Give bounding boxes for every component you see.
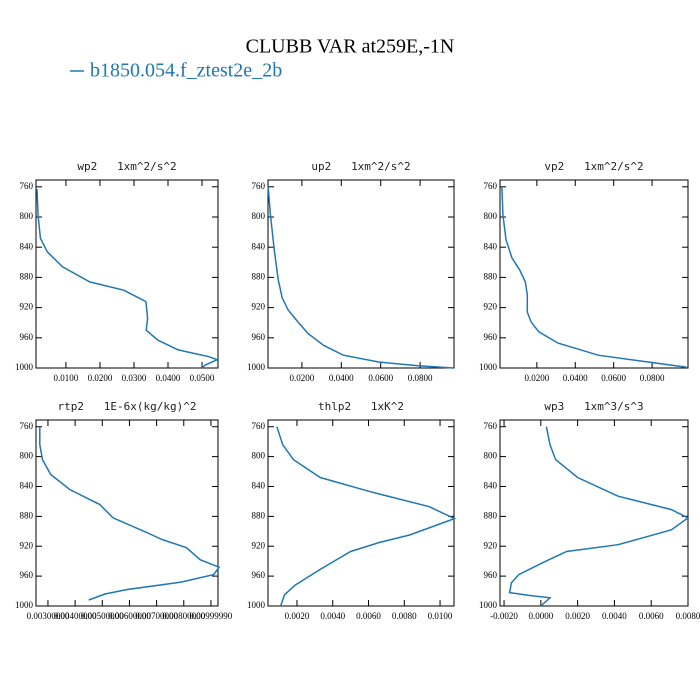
y-tick-label: 760 [484,421,498,431]
subplot-title: thlp2 1xK^2 [318,400,404,413]
profile-line [508,426,690,607]
x-tick-label: 0.0020 [565,611,590,621]
x-tick-label: 0.0080 [676,611,700,621]
subplot-title: up2 1xm^2/s^2 [311,160,410,173]
y-tick-label: 840 [20,241,34,251]
x-tick-label: 0.0400 [563,373,588,383]
y-tick-label: 800 [252,451,266,461]
plot-frame [267,179,455,369]
y-tick-label: 800 [20,451,34,461]
y-tick-label: 920 [20,302,34,312]
y-tick-label: 840 [20,481,34,491]
y-tick-label: 880 [252,510,266,520]
y-tick-label: 840 [484,481,498,491]
x-tick-label: 0.00400000 [54,611,97,621]
y-tick-label: 800 [20,211,34,221]
x-tick-label: 0.0200 [88,373,113,383]
y-tick-label: 880 [484,271,498,281]
y-tick-label: 880 [20,271,34,281]
x-tick-label: 0.0800 [640,373,665,383]
profile-line [267,186,454,369]
x-tick-label: 0.0080 [392,611,417,621]
y-tick-label: 800 [484,211,498,221]
profile-line [36,189,220,369]
y-tick-label: 920 [484,540,498,550]
profile-line [39,426,221,601]
y-tick-label: 920 [252,302,266,312]
y-tick-label: 840 [252,481,266,491]
y-tick-label: 920 [484,302,498,312]
y-tick-label: 1000 [479,600,498,610]
x-tick-label: 0.00300000 [27,611,70,621]
y-tick-label: 960 [20,332,34,342]
x-tick-label: 0.0300 [122,373,147,383]
subplot-title: vp2 1xm^2/s^2 [544,160,643,173]
y-tick-label: 960 [484,570,498,580]
x-tick-label: 0.00500000 [81,611,124,621]
y-tick-label: 760 [20,421,34,431]
y-tick-label: 800 [484,451,498,461]
y-tick-label: 880 [252,271,266,281]
y-tick-label: 960 [252,332,266,342]
x-tick-label: 0.00999990 [190,611,233,621]
plot-frame [267,419,455,607]
y-tick-label: 880 [20,510,34,520]
x-tick-label: 0.0400 [156,373,181,383]
x-tick-label: 0.0800 [408,373,433,383]
y-tick-label: 960 [484,332,498,342]
subplot-title: wp2 1xm^2/s^2 [77,160,176,173]
x-tick-label: 0.00600000 [108,611,151,621]
y-tick-label: 760 [252,421,266,431]
x-tick-label: 0.0600 [368,373,393,383]
x-tick-label: 0.0400 [329,373,354,383]
plot-frame [35,419,219,607]
x-tick-label: 0.0040 [320,611,345,621]
y-tick-label: 920 [252,540,266,550]
y-tick-label: 840 [252,241,266,251]
y-tick-label: 920 [20,540,34,550]
subplot-title: rtp2 1E-6x(kg/kg)^2 [57,400,196,413]
legend-entry: b1850.054.f_ztest2e_2b [90,60,282,82]
y-tick-label: 800 [252,211,266,221]
x-tick-label: 0.0000 [528,611,553,621]
x-tick-label: 0.0200 [290,373,315,383]
y-tick-label: 960 [252,570,266,580]
plot-frame [499,179,689,369]
x-tick-label: 0.0500 [190,373,215,383]
y-tick-label: 1000 [247,362,266,372]
profile-line [501,186,687,368]
y-tick-label: 760 [252,181,266,191]
plot-frame [499,419,689,607]
plot-frame [35,179,219,369]
x-tick-label: 0.0600 [601,373,626,383]
x-tick-label: 0.0200 [524,373,549,383]
subplot-title: wp3 1xm^3/s^3 [544,400,643,413]
x-tick-label: -0.0020 [490,611,518,621]
x-tick-label: 0.0100 [428,611,453,621]
x-tick-label: 0.0060 [639,611,664,621]
figure-title: CLUBB VAR at259E,-1N [246,36,455,58]
y-tick-label: 1000 [15,362,34,372]
y-tick-label: 880 [484,510,498,520]
x-tick-label: 0.0100 [54,373,79,383]
y-tick-label: 1000 [479,362,498,372]
y-tick-label: 760 [20,181,34,191]
x-tick-label: 0.0040 [602,611,627,621]
y-tick-label: 760 [484,181,498,191]
x-tick-label: 0.00800000 [162,611,205,621]
profile-line [276,426,457,606]
x-tick-label: 0.00700000 [135,611,178,621]
y-tick-label: 1000 [247,600,266,610]
y-tick-label: 840 [484,241,498,251]
x-tick-label: 0.0060 [356,611,381,621]
x-tick-label: 0.0020 [285,611,310,621]
y-tick-label: 1000 [15,600,34,610]
y-tick-label: 960 [20,570,34,580]
